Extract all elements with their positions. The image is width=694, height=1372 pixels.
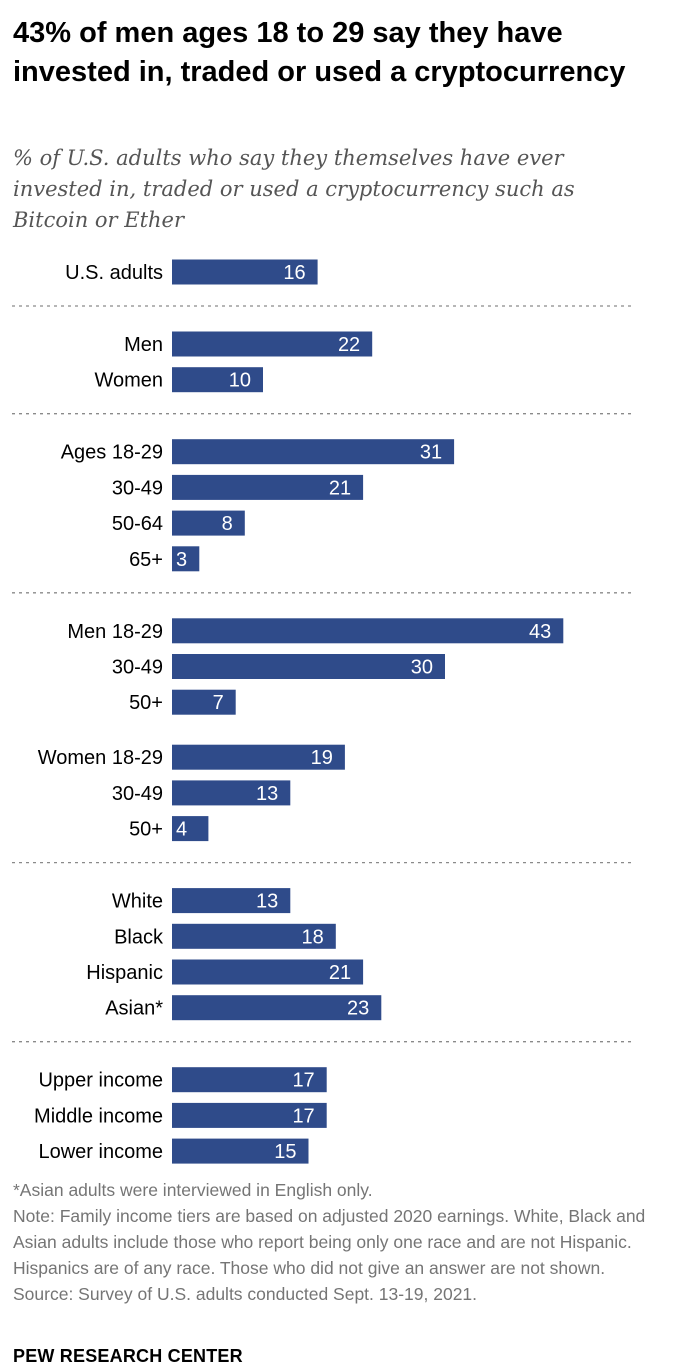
footnotes: *Asian adults were interviewed in Englis… bbox=[13, 1177, 683, 1307]
bar bbox=[172, 689, 236, 715]
value-label: 31 bbox=[420, 442, 442, 464]
category-label: 50+ bbox=[129, 692, 163, 714]
brand-logo-text: PEW RESEARCH CENTER bbox=[13, 1346, 243, 1366]
category-label: 30-49 bbox=[112, 477, 163, 499]
category-label: 50+ bbox=[129, 819, 163, 841]
bar bbox=[172, 259, 318, 285]
value-label: 10 bbox=[229, 370, 251, 392]
category-label: Black bbox=[114, 926, 164, 948]
chart-title: 43% of men ages 18 to 29 say they have i… bbox=[13, 17, 626, 88]
bar bbox=[172, 1138, 309, 1164]
bar bbox=[172, 510, 245, 536]
bar bbox=[172, 744, 345, 770]
value-label: 15 bbox=[274, 1141, 296, 1163]
bar bbox=[172, 1067, 327, 1093]
value-label: 19 bbox=[311, 747, 333, 769]
bar bbox=[172, 888, 291, 914]
bar bbox=[172, 780, 291, 806]
bar bbox=[172, 995, 382, 1021]
category-label: Middle income bbox=[34, 1105, 163, 1127]
value-label: 3 bbox=[176, 549, 187, 571]
value-label: 43 bbox=[529, 621, 551, 643]
footnote-source: Source: Survey of U.S. adults conducted … bbox=[13, 1284, 478, 1304]
value-label: 22 bbox=[338, 334, 360, 356]
category-label: 30-49 bbox=[112, 657, 163, 679]
value-label: 17 bbox=[292, 1105, 314, 1127]
category-label: 30-49 bbox=[112, 783, 163, 805]
bar bbox=[172, 367, 263, 393]
category-label: Ages 18-29 bbox=[61, 442, 163, 464]
value-label: 4 bbox=[176, 819, 187, 841]
bar bbox=[172, 816, 209, 842]
value-label: 7 bbox=[213, 692, 224, 714]
footnote-note: Note: Family income tiers are based on a… bbox=[13, 1206, 646, 1278]
value-label: 23 bbox=[347, 998, 369, 1020]
value-label: 13 bbox=[256, 891, 278, 913]
bar bbox=[172, 618, 564, 644]
value-label: 8 bbox=[222, 513, 233, 535]
value-label: 13 bbox=[256, 783, 278, 805]
value-label: 21 bbox=[329, 962, 351, 984]
bar bbox=[172, 331, 373, 357]
category-label: Hispanic bbox=[86, 962, 163, 984]
value-label: 16 bbox=[283, 262, 305, 284]
value-label: 21 bbox=[329, 477, 351, 499]
bar-chart: U.S. adults 16 Men 22 Women 10 Ages 18-29 31 30-… bbox=[12, 259, 632, 1164]
bar bbox=[172, 959, 364, 985]
value-label: 17 bbox=[292, 1070, 314, 1092]
category-label: U.S. adults bbox=[65, 262, 163, 284]
bar bbox=[172, 439, 455, 465]
bar bbox=[172, 923, 336, 949]
category-label: Lower income bbox=[38, 1141, 163, 1163]
category-label: Men 18-29 bbox=[67, 621, 163, 643]
bar bbox=[172, 654, 445, 679]
value-label: 18 bbox=[302, 926, 324, 948]
footnote-asian: *Asian adults were interviewed in Englis… bbox=[13, 1180, 373, 1200]
category-label: White bbox=[112, 891, 163, 913]
chart-subtitle: % of U.S. adults who say they themselves… bbox=[13, 146, 575, 232]
bar bbox=[172, 1102, 327, 1128]
bar bbox=[172, 474, 364, 500]
value-label: 30 bbox=[411, 657, 433, 679]
category-label: Women bbox=[94, 370, 163, 392]
category-label: Upper income bbox=[38, 1070, 163, 1092]
category-label: Men bbox=[124, 334, 163, 356]
category-label: Asian* bbox=[105, 998, 163, 1020]
category-label: Women 18-29 bbox=[38, 747, 163, 769]
category-label: 65+ bbox=[129, 549, 163, 571]
category-label: 50-64 bbox=[112, 513, 163, 535]
bar bbox=[172, 546, 200, 572]
